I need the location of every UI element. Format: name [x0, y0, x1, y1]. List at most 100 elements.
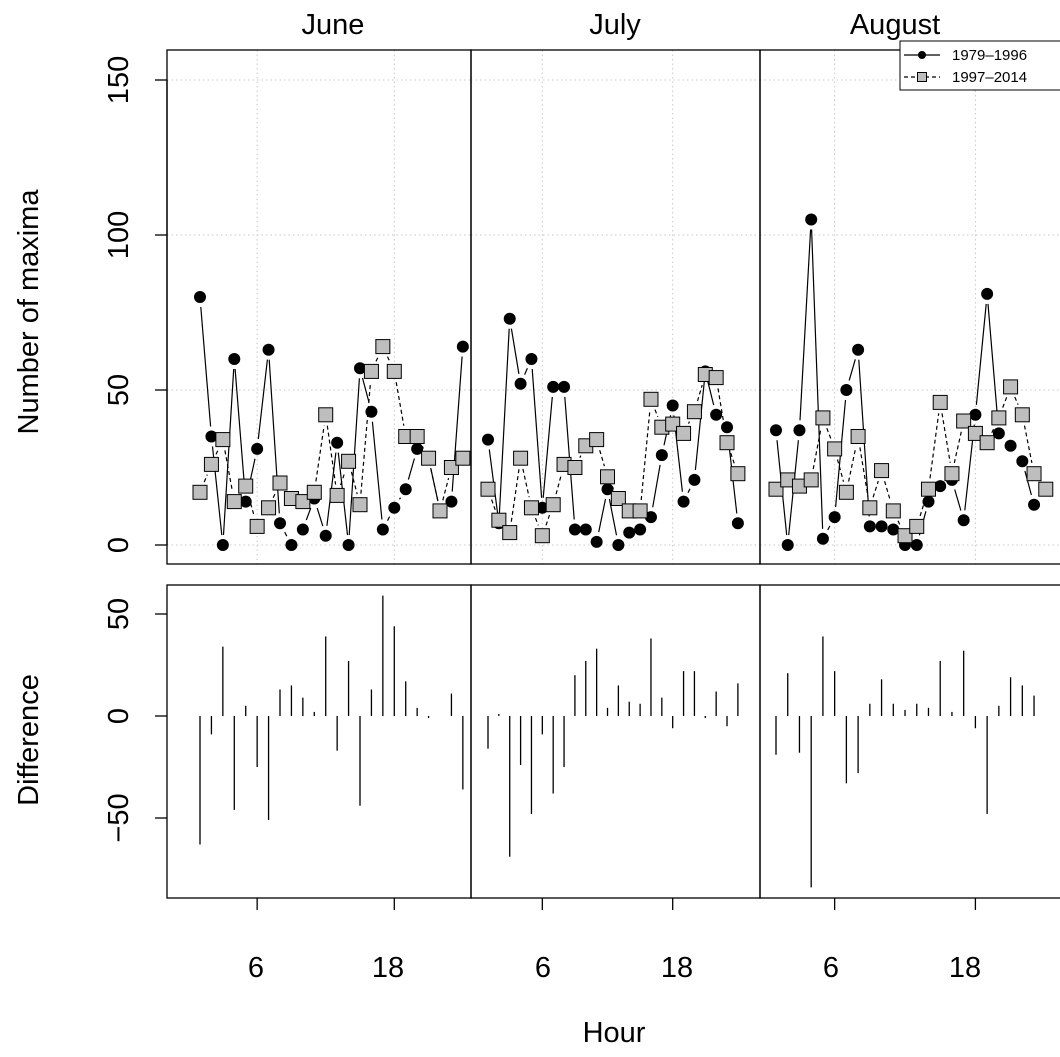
legend: 1979–1996 1997–2014 — [899, 40, 1060, 91]
frame-bottom-june — [166, 584, 472, 899]
point-1979-1996-july-h20 — [688, 473, 701, 486]
y-tick-label-bottom-0: 0 — [103, 708, 135, 724]
point-1979-1996-june-h18 — [388, 501, 401, 514]
grid-lines — [167, 50, 1060, 564]
point-1979-1996-july-h6 — [536, 501, 549, 514]
point-1979-1996-july-h13 — [612, 539, 625, 551]
y-tick-label-bottom-neg50: −50 — [103, 793, 135, 842]
point-1997-2014-august-h14 — [920, 481, 936, 497]
point-1979-1996-august-h18 — [969, 408, 982, 421]
point-1997-2014-august-h5 — [815, 410, 831, 426]
point-1979-1996-august-h22 — [1016, 455, 1029, 468]
y-tick-label-bottom-50: 50 — [103, 598, 135, 630]
point-1997-2014-june-h13 — [329, 487, 345, 503]
point-1997-2014-july-h15 — [632, 503, 648, 519]
point-1997-2014-july-h12 — [600, 469, 616, 485]
point-1997-2014-july-h2 — [491, 512, 507, 528]
point-1997-2014-august-h12 — [897, 528, 913, 544]
point-1979-1996-june-h10 — [296, 523, 309, 536]
point-1997-2014-august-h20 — [991, 410, 1007, 426]
point-1979-1996-august-h1 — [770, 424, 782, 437]
point-1997-2014-august-h11 — [885, 503, 901, 519]
y-tick-label-top-150: 150 — [103, 56, 135, 104]
point-1997-2014-august-h8 — [850, 429, 866, 444]
point-1979-1996-june-h17 — [376, 523, 389, 536]
point-1979-1996-august-h13 — [910, 539, 923, 551]
point-1997-2014-august-h6 — [827, 441, 843, 457]
point-1997-2014-june-h3 — [215, 432, 231, 448]
point-1997-2014-june-h4 — [226, 494, 242, 510]
point-1997-2014-june-h2 — [203, 456, 219, 472]
point-1979-1996-june-h24 — [456, 340, 469, 353]
point-1997-2014-july-h11 — [589, 432, 605, 448]
point-1979-1996-july-h4 — [514, 377, 527, 390]
point-1997-2014-june-h6 — [249, 518, 265, 534]
point-1979-1996-june-h9 — [285, 539, 298, 551]
point-1997-2014-june-h24 — [455, 450, 471, 466]
legend-label-1997-2014: 1997–2014 — [952, 69, 1027, 86]
point-1979-1996-august-h19 — [981, 287, 994, 300]
point-1979-1996-july-h17 — [655, 449, 668, 462]
point-1997-2014-june-h17 — [375, 339, 391, 355]
point-1979-1996-august-h3 — [793, 424, 806, 437]
point-1997-2014-august-h22 — [1014, 407, 1030, 423]
point-1979-1996-july-h22 — [710, 408, 723, 421]
point-1979-1996-august-h7 — [840, 384, 853, 396]
point-1997-2014-june-h12 — [318, 407, 334, 423]
x-tick-label-july-18: 18 — [661, 952, 693, 984]
point-1997-2014-august-h16 — [944, 466, 960, 482]
point-1997-2014-june-h5 — [238, 478, 254, 494]
point-1979-1996-august-h15 — [934, 480, 947, 493]
y-tick-label-top-100: 100 — [103, 211, 135, 259]
point-1979-1996-june-h13 — [331, 436, 344, 449]
point-1997-2014-june-h14 — [341, 453, 357, 469]
point-1997-2014-june-h21 — [421, 450, 437, 466]
point-1997-2014-june-h20 — [409, 429, 425, 444]
point-1997-2014-july-h16 — [643, 391, 659, 407]
point-1997-2014-june-h15 — [352, 497, 368, 513]
point-1997-2014-june-h11 — [306, 484, 322, 500]
point-1997-2014-august-h1 — [768, 481, 784, 497]
point-1979-1996-june-h8 — [274, 517, 286, 530]
frame-top-july — [470, 49, 761, 565]
point-1979-1996-june-h15 — [354, 362, 366, 375]
point-1997-2014-august-h10 — [874, 463, 890, 479]
point-1997-2014-august-h24 — [1038, 481, 1054, 497]
x-tick-label-aug-18: 18 — [949, 952, 981, 984]
y-axis-title-bottom: Difference — [13, 674, 45, 806]
point-1997-2014-august-h18 — [967, 425, 983, 441]
point-1997-2014-july-h7 — [545, 497, 561, 513]
point-1997-2014-june-h16 — [363, 363, 379, 379]
point-1997-2014-august-h7 — [838, 484, 854, 500]
point-1997-2014-june-h18 — [386, 363, 402, 379]
point-1979-1996-june-h12 — [319, 529, 332, 542]
legend-marker-1997-2014 — [917, 72, 927, 82]
point-1997-2014-august-h9 — [862, 500, 878, 516]
point-1997-2014-june-h1 — [192, 484, 208, 500]
panel-title-june: June — [302, 9, 365, 41]
series-line-1997-2014-august — [812, 396, 1033, 527]
point-1997-2014-august-h13 — [909, 518, 925, 534]
point-1979-1996-august-h23 — [1028, 498, 1041, 511]
series-line-1979-1996-august — [776, 229, 1032, 536]
point-1979-1996-july-h5 — [525, 353, 538, 365]
point-1997-2014-july-h6 — [534, 528, 550, 544]
point-1979-1996-august-h6 — [828, 511, 841, 524]
point-1979-1996-july-h8 — [558, 380, 571, 393]
point-1979-1996-june-h2 — [205, 430, 218, 443]
point-1979-1996-august-h21 — [1004, 439, 1017, 452]
point-1979-1996-june-h7 — [262, 343, 275, 356]
point-1979-1996-august-h17 — [957, 514, 970, 527]
point-1997-2014-july-h5 — [523, 500, 539, 516]
point-1979-1996-july-h12 — [601, 483, 614, 496]
point-1979-1996-august-h8 — [852, 343, 865, 356]
point-1979-1996-june-h19 — [399, 483, 412, 496]
x-tick-label-june-18: 18 — [372, 952, 404, 984]
point-1997-2014-july-h4 — [513, 450, 529, 466]
point-1979-1996-june-h16 — [365, 405, 378, 418]
point-1997-2014-july-h20 — [686, 404, 702, 420]
point-1997-2014-august-h23 — [1026, 466, 1042, 482]
point-1979-1996-july-h18 — [666, 399, 679, 412]
point-1979-1996-august-h11 — [887, 523, 900, 536]
